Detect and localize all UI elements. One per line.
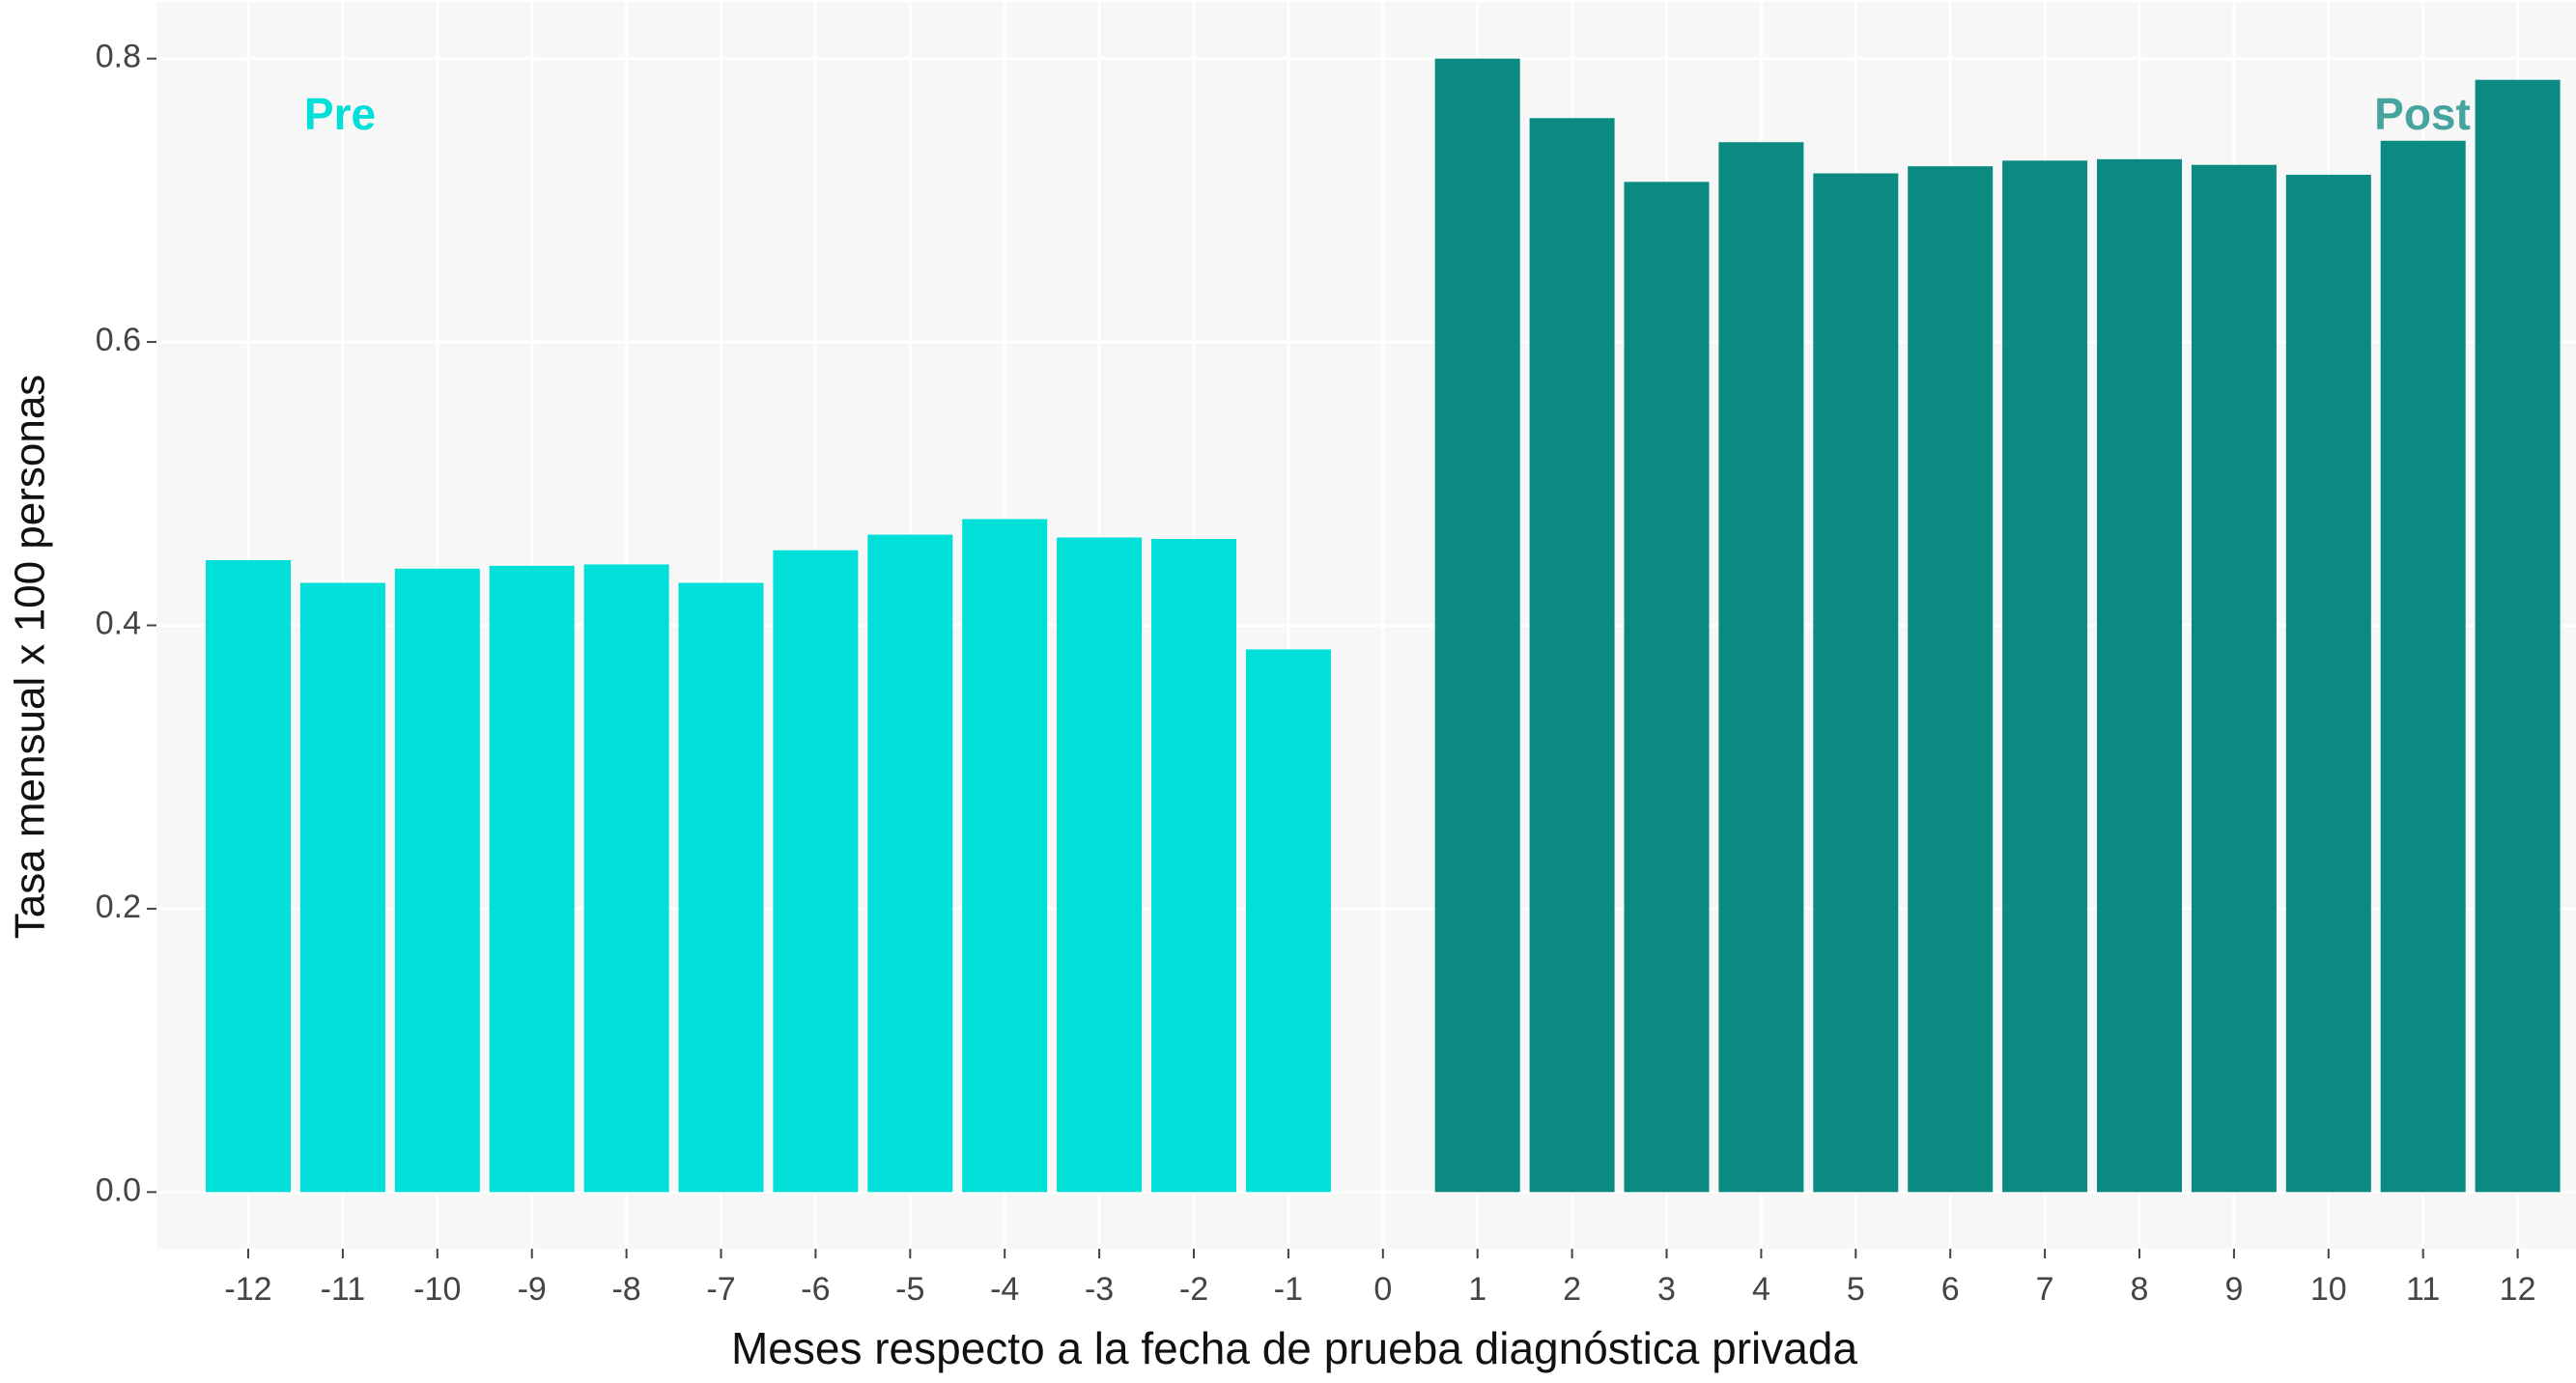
y-axis-title: Tasa mensual x 100 personas [7,375,54,940]
bar [2285,174,2371,1193]
bar [2475,79,2561,1193]
x-tick-label: -7 [706,1271,735,1308]
x-tick-label: -8 [611,1271,640,1308]
bar [1529,118,1615,1193]
bar [2380,140,2466,1193]
bar [867,534,953,1193]
bar [1057,537,1143,1193]
x-tick-label: -4 [990,1271,1019,1308]
bar [299,582,385,1193]
x-tick-label: -12 [224,1271,271,1308]
bar [1434,58,1520,1193]
x-tick-label: 7 [2036,1271,2054,1308]
x-tick-label: -6 [801,1271,830,1308]
y-tick-label: 0.4 [96,605,141,641]
bar [1813,173,1899,1193]
x-tick-label: -9 [518,1271,547,1308]
x-tick-label: 2 [1563,1271,1581,1308]
bar [1151,539,1236,1193]
bar [394,568,480,1193]
bar [962,519,1048,1193]
bar [2097,158,2182,1193]
x-tick-label: 1 [1468,1271,1486,1308]
x-tick-label: 12 [2500,1271,2536,1308]
x-tick-label: 4 [1752,1271,1770,1308]
x-tick-label: 6 [1941,1271,1960,1308]
series-label: Post [2374,89,2471,139]
x-tick-label: 11 [2406,1271,2440,1308]
bar [773,550,859,1193]
x-tick-label: -1 [1274,1271,1303,1308]
x-tick-label: 3 [1657,1271,1676,1308]
y-tick-label: 0.0 [96,1171,141,1208]
y-tick-label: 0.2 [96,889,141,925]
x-tick-label: 5 [1847,1271,1865,1308]
bar [1245,649,1331,1193]
y-tick-label: 0.8 [96,39,141,75]
x-tick-label: -2 [1179,1271,1208,1308]
x-tick-label: 0 [1373,1271,1392,1308]
bar [206,560,291,1193]
series-label: Pre [304,89,376,139]
x-tick-label: -5 [895,1271,924,1308]
bar [2002,160,2088,1193]
x-tick-label: -3 [1085,1271,1114,1308]
y-tick-label: 0.6 [96,322,141,358]
bar [1718,142,1804,1193]
x-axis-title: Meses respecto a la fecha de prueba diag… [731,1323,1857,1373]
x-tick-label: -11 [321,1271,366,1308]
bar [489,565,575,1193]
bar [678,582,764,1193]
bar [1624,182,1710,1193]
bar [1908,166,1994,1193]
x-tick-label: 8 [2131,1271,2149,1308]
bar [583,564,669,1193]
x-tick-label: 10 [2310,1271,2347,1308]
x-tick-label: 9 [2224,1271,2243,1308]
x-tick-label: -10 [413,1271,461,1308]
bar [2191,164,2277,1193]
